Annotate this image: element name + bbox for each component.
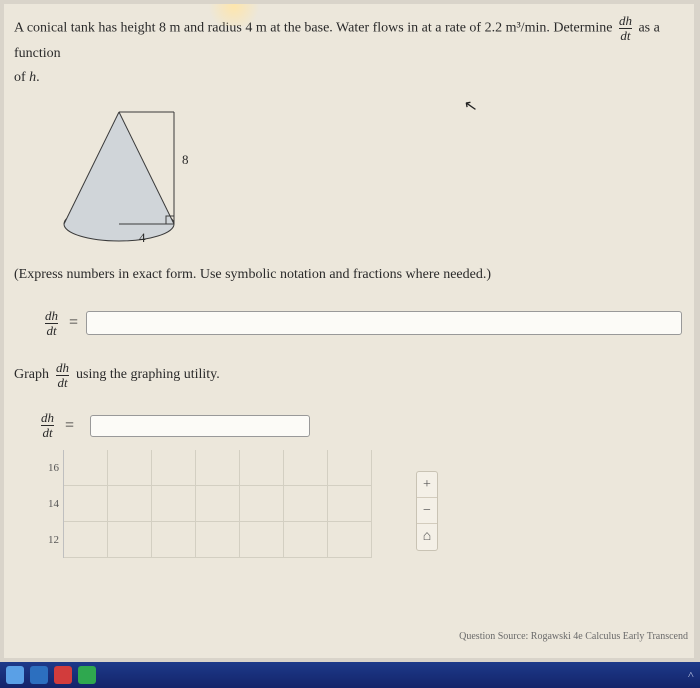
fraction-num: dh bbox=[619, 14, 632, 28]
dhdt-fraction: dh dt bbox=[619, 14, 632, 42]
taskbar-icon-4[interactable] bbox=[78, 666, 96, 684]
taskbar-icon-3[interactable] bbox=[54, 666, 72, 684]
equals-sign: = bbox=[69, 314, 78, 332]
problem-statement: A conical tank has height 8 m and radius… bbox=[14, 14, 686, 90]
y-tick-12: 12 bbox=[38, 522, 64, 558]
answer-frac-den: dt bbox=[45, 323, 58, 338]
graph-instr-prefix: Graph bbox=[14, 367, 49, 383]
grid-cell bbox=[64, 450, 108, 486]
graph-fraction: dh dt bbox=[56, 361, 69, 389]
answer-fraction: dh dt bbox=[45, 309, 58, 337]
taskbar[interactable]: ˄ bbox=[0, 662, 700, 688]
graph-equals: = bbox=[65, 417, 74, 435]
instruction-text: (Express numbers in exact form. Use symb… bbox=[14, 267, 686, 283]
graph-grid[interactable]: 16 14 12 bbox=[38, 450, 408, 558]
problem-page: A conical tank has height 8 m and radius… bbox=[4, 4, 694, 658]
graph-frac-den: dt bbox=[56, 375, 69, 390]
problem-line2-prefix: of bbox=[14, 70, 29, 85]
answer-lhs: dh dt bbox=[42, 309, 61, 337]
problem-line2-suffix: . bbox=[36, 70, 40, 85]
cone-figure: 8 4 bbox=[44, 94, 686, 259]
answer-row: dh dt = bbox=[42, 309, 686, 337]
y-tick-16: 16 bbox=[38, 450, 64, 486]
graph-instr-suffix: using the graphing utility. bbox=[76, 367, 220, 383]
cone-svg: 8 4 bbox=[44, 94, 214, 254]
graph-function-input[interactable] bbox=[90, 415, 310, 437]
height-label: 8 bbox=[182, 152, 189, 167]
graph-zoom-controls: + − ⌂ bbox=[416, 471, 438, 551]
graph-input-num: dh bbox=[41, 411, 54, 425]
graph-input-fraction: dh dt bbox=[41, 411, 54, 439]
graph-frac-num: dh bbox=[56, 361, 69, 375]
graph-function-row: dh dt = bbox=[38, 411, 408, 439]
y-tick-14: 14 bbox=[38, 486, 64, 522]
taskbar-icon-2[interactable] bbox=[30, 666, 48, 684]
answer-input[interactable] bbox=[86, 311, 682, 335]
fraction-den: dt bbox=[619, 28, 632, 43]
taskbar-icon-1[interactable] bbox=[6, 666, 24, 684]
radius-label: 4 bbox=[139, 230, 146, 245]
taskbar-tray-caret[interactable]: ˄ bbox=[682, 666, 700, 684]
answer-frac-num: dh bbox=[45, 309, 58, 323]
graph-instruction: Graph dh dt using the graphing utility. bbox=[14, 361, 686, 389]
zoom-out-button[interactable]: − bbox=[417, 498, 437, 524]
problem-prefix: A conical tank has height 8 m and radius… bbox=[14, 20, 612, 35]
zoom-home-button[interactable]: ⌂ bbox=[417, 524, 437, 550]
graph-input-den: dt bbox=[41, 425, 54, 440]
question-source: Question Source: Rogawski 4e Calculus Ea… bbox=[459, 631, 688, 642]
graph-box: dh dt = 16 14 12 + − ⌂ bbox=[38, 411, 408, 557]
zoom-in-button[interactable]: + bbox=[417, 472, 437, 498]
